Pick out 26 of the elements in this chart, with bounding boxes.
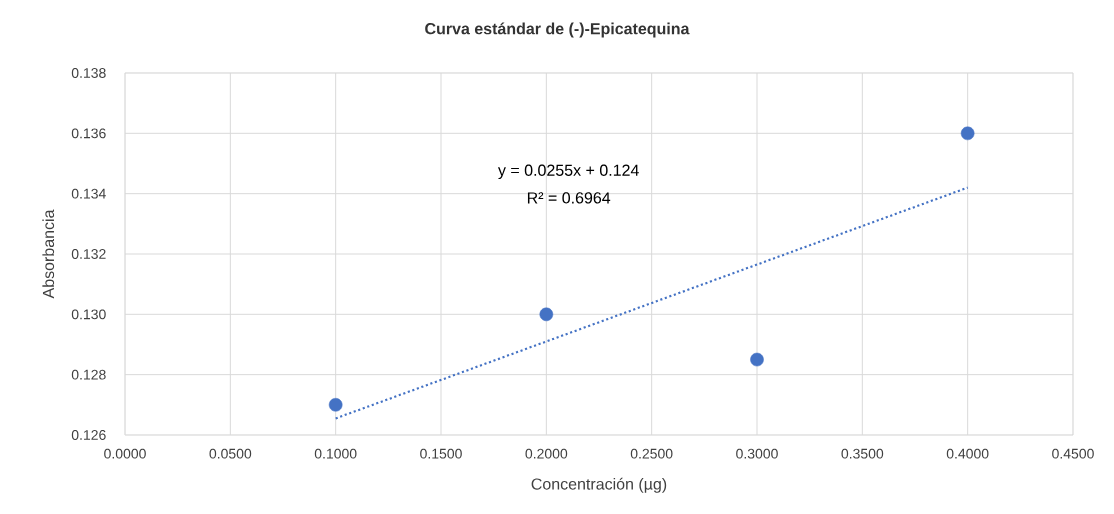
y-tick-label: 0.136 [71, 128, 106, 139]
x-tick-label: 0.4000 [946, 448, 989, 459]
y-tick-label: 0.130 [71, 309, 106, 320]
x-axis-title: Concentración (µg) [531, 477, 667, 493]
x-tick-label: 0.0000 [104, 448, 146, 459]
y-axis-title: Absorbancia [42, 209, 55, 299]
x-tick-label: 0.2500 [630, 448, 673, 459]
chart-title: Curva estándar de (-)-Epicatequina [425, 22, 690, 38]
y-tick-label: 0.138 [71, 68, 106, 78]
annotation: y = 0.0255x + 0.124 [497, 164, 639, 180]
point [539, 307, 554, 322]
annotation: R² = 0.6964 [527, 192, 611, 204]
point [750, 352, 764, 367]
y-tick-label: 0.128 [71, 369, 106, 380]
x-tick-label: 0.3500 [841, 448, 884, 459]
x-tick-label: 0.3000 [736, 448, 778, 459]
x-tick-label: 0.2000 [525, 448, 568, 459]
x-tick-label: 0.0500 [209, 448, 252, 459]
y-tick-label: 0.132 [71, 249, 106, 259]
x-tick-label: 0.4500 [1052, 448, 1094, 459]
x-tick-label: 0.1500 [420, 448, 462, 459]
x-tick-label: 0.1000 [314, 448, 357, 459]
y-tick-label: 0.126 [71, 430, 106, 440]
point [960, 126, 975, 141]
y-tick-label: 0.134 [71, 188, 106, 199]
point [328, 398, 343, 412]
